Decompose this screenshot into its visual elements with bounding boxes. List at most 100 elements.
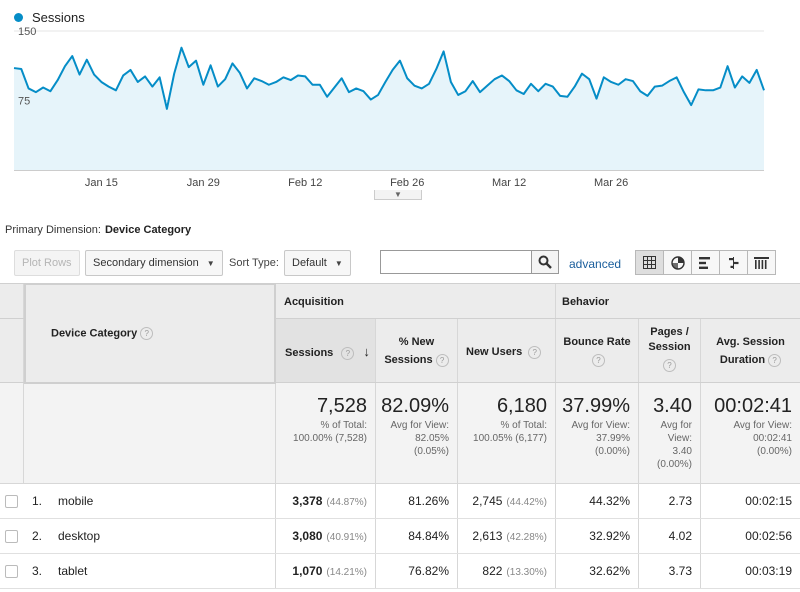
row-sessions-wrap: 1,070 (14.21%) bbox=[292, 554, 367, 590]
table-row: 2. desktop 3,080 (40.91%) 84.84% 2,613 (42… bbox=[0, 519, 800, 554]
sessions-column-header[interactable]: Sessions? ↓ bbox=[276, 319, 376, 382]
row-sessions-wrap: 3,080 (40.91%) bbox=[292, 519, 367, 555]
total-new-users: 6,180 % of Total: 100.05% (6,177) bbox=[458, 383, 556, 483]
device-category-link[interactable]: tablet bbox=[58, 564, 88, 578]
x-tick-label: Feb 26 bbox=[390, 177, 424, 189]
view-pie-button[interactable] bbox=[663, 250, 692, 275]
help-icon[interactable]: ? bbox=[341, 346, 355, 360]
total-bounce-rate-sub: Avg for View: 37.99% (0.00%) bbox=[571, 419, 630, 458]
total-sessions-sub: % of Total: 100.00% (7,528) bbox=[293, 419, 367, 445]
row-checkbox[interactable] bbox=[5, 495, 18, 508]
primary-dimension-value[interactable]: Device Category bbox=[104, 224, 192, 236]
pages-header-line1: Pages / bbox=[650, 326, 689, 338]
row-bounce-rate-value: 32.92% bbox=[589, 529, 630, 543]
help-icon[interactable]: ? bbox=[140, 327, 154, 340]
totals-spacer bbox=[0, 383, 24, 483]
help-icon[interactable]: ? bbox=[435, 353, 449, 367]
advanced-filter-link[interactable]: advanced bbox=[569, 257, 622, 271]
row-sessions-cell: 1,070 (14.21%) bbox=[276, 554, 376, 588]
plot-rows-label: Plot Rows bbox=[22, 257, 72, 269]
row-sessions-pct: (40.91%) bbox=[326, 532, 367, 543]
row-checkbox[interactable] bbox=[5, 565, 18, 578]
pivot-icon bbox=[754, 256, 769, 269]
avg-duration-header-line1: Avg. Session bbox=[716, 336, 785, 348]
help-icon[interactable]: ? bbox=[768, 353, 782, 367]
sort-descending-icon[interactable]: ↓ bbox=[363, 344, 370, 359]
row-bounce-rate-value: 44.32% bbox=[589, 494, 630, 508]
avg-duration-column-header[interactable]: Avg. Session Duration? bbox=[701, 319, 800, 382]
total-bounce-rate-sub3: (0.00%) bbox=[594, 446, 630, 457]
table-row: 3. tablet 1,070 (14.21%) 76.82% 822 (13.30… bbox=[0, 554, 800, 589]
row-checkbox[interactable] bbox=[5, 530, 18, 543]
row-avg-duration-value: 00:03:19 bbox=[745, 564, 792, 578]
row-index: 3. bbox=[32, 564, 43, 578]
new-sessions-header-line2: Sessions bbox=[384, 354, 433, 366]
row-new-users-pct: (13.30%) bbox=[506, 567, 547, 578]
device-category-header[interactable]: Device Category? bbox=[24, 283, 276, 384]
bounce-rate-column-header[interactable]: Bounce Rate? bbox=[556, 319, 639, 382]
row-dimension-cell: 1. mobile bbox=[24, 484, 276, 518]
sessions-chart[interactable]: 150 75 Jan 15 Jan 29 Feb 12 Feb 26 Mar 12 Mar 2… bbox=[0, 0, 800, 200]
total-avg-duration: 00:02:41 Avg for View: 00:02:41 (0.00%) bbox=[701, 383, 800, 483]
total-bounce-rate-sub2: 37.99% bbox=[596, 433, 630, 444]
total-sessions-sub1: % of Total: bbox=[320, 420, 367, 431]
row-pages-value: 2.73 bbox=[668, 494, 692, 508]
row-avg-duration-value: 00:02:15 bbox=[745, 494, 792, 508]
view-table-button[interactable] bbox=[635, 250, 664, 275]
help-icon[interactable]: ? bbox=[663, 358, 676, 372]
row-pages-value: 3.73 bbox=[668, 564, 692, 578]
row-new-users-wrap: 2,613 (42.28%) bbox=[472, 519, 547, 555]
sessions-header-text: Sessions bbox=[285, 347, 334, 359]
search-button[interactable] bbox=[531, 250, 559, 274]
row-new-users-wrap: 2,745 (44.42%) bbox=[472, 484, 547, 520]
total-pages-value: 3.40 bbox=[653, 395, 692, 417]
device-category-header-text: Device Category bbox=[51, 327, 138, 340]
chart-resize-handle[interactable]: ▼ bbox=[374, 190, 422, 200]
total-new-sessions-sub2: 82.05% bbox=[415, 433, 449, 444]
help-icon[interactable]: ? bbox=[528, 345, 542, 359]
new-users-column-header[interactable]: New Users? bbox=[458, 319, 556, 382]
row-new-users-cell: 822 (13.30%) bbox=[458, 554, 556, 588]
row-new-users-pct: (42.28%) bbox=[506, 532, 547, 543]
view-comparison-button[interactable] bbox=[719, 250, 748, 275]
row-new-users-value: 822 bbox=[482, 564, 503, 578]
row-new-users-value: 2,613 bbox=[472, 529, 503, 543]
row-new-users-cell: 2,613 (42.28%) bbox=[458, 519, 556, 553]
chevron-down-icon: ▼ bbox=[394, 189, 402, 199]
pages-session-column-header[interactable]: Pages / Session? bbox=[639, 319, 701, 382]
row-new-sessions-value: 81.26% bbox=[408, 494, 449, 508]
help-icon[interactable]: ? bbox=[592, 353, 605, 367]
x-tick-label: Mar 26 bbox=[594, 177, 628, 189]
total-new-users-value: 6,180 bbox=[496, 395, 547, 417]
row-sessions-cell: 3,378 (44.87%) bbox=[276, 484, 376, 518]
row-checkbox-cell bbox=[0, 484, 24, 518]
bar-chart-icon bbox=[699, 256, 710, 269]
x-tick-label: Feb 12 bbox=[288, 177, 322, 189]
view-switcher bbox=[635, 250, 776, 275]
secondary-dimension-dropdown[interactable]: Secondary dimension ▼ bbox=[85, 250, 223, 276]
table-search-input[interactable] bbox=[380, 250, 532, 274]
view-pivot-button[interactable] bbox=[747, 250, 776, 275]
behavior-group: Behavior bbox=[556, 284, 800, 318]
secondary-dimension-label: Secondary dimension bbox=[93, 257, 199, 269]
table-row: 1. mobile 3,378 (44.87%) 81.26% 2,745 (44.… bbox=[0, 484, 800, 519]
new-sessions-column-header[interactable]: % New Sessions? bbox=[376, 319, 458, 382]
new-sessions-header-line1: % New bbox=[398, 336, 435, 348]
row-sessions-value: 3,378 bbox=[292, 494, 323, 508]
row-bounce-rate-cell: 32.62% bbox=[556, 554, 639, 588]
primary-dimension-label: Primary Dimension: bbox=[5, 224, 101, 236]
row-pages-cell: 3.73 bbox=[639, 554, 701, 588]
sort-type-dropdown[interactable]: Default ▼ bbox=[284, 250, 351, 276]
view-performance-button[interactable] bbox=[691, 250, 720, 275]
acquisition-group-label: Acquisition bbox=[284, 296, 344, 308]
search-icon bbox=[538, 255, 552, 269]
row-new-sessions-cell: 84.84% bbox=[376, 519, 458, 553]
row-sessions-value: 3,080 bbox=[292, 529, 323, 543]
x-tick-label: Jan 29 bbox=[187, 177, 220, 189]
device-category-link[interactable]: mobile bbox=[58, 494, 94, 508]
plot-rows-button[interactable]: Plot Rows bbox=[14, 250, 80, 276]
table-grid-icon bbox=[643, 256, 656, 269]
device-category-link[interactable]: desktop bbox=[58, 529, 101, 543]
total-pages-sub4: (0.00%) bbox=[656, 459, 692, 470]
total-new-sessions: 82.09% Avg for View: 82.05% (0.05%) bbox=[376, 383, 458, 483]
